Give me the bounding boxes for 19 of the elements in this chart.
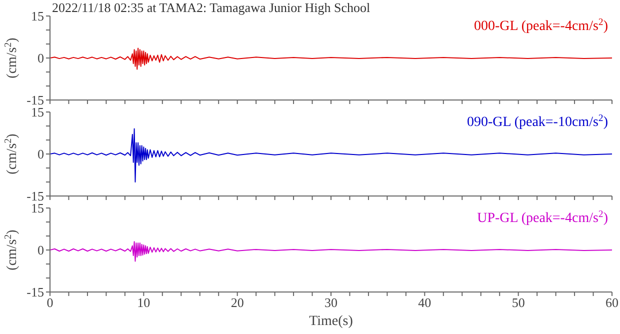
series-label: UP-GL (peak=-4cm/s$^{2}$) xyxy=(477,208,608,226)
y-tick-label: 15 xyxy=(31,8,44,24)
line-series xyxy=(50,128,612,182)
x-axis-title: Time(s) xyxy=(309,314,354,329)
line-series xyxy=(50,241,612,262)
y-tick-label: 0 xyxy=(38,146,44,162)
series-label: 000-GL (peak=-4cm/s$^{2}$) xyxy=(474,16,608,34)
y-tick-label: 0 xyxy=(38,50,44,66)
y-tick-label: -15 xyxy=(26,284,44,300)
x-tick-label: 60 xyxy=(606,295,618,310)
y-tick-label: 0 xyxy=(38,242,44,258)
series-label: 090-GL (peak=-10cm/s$^{2}$) xyxy=(467,112,608,130)
x-tick-label: 20 xyxy=(230,295,244,310)
x-tick-label: 30 xyxy=(324,295,338,310)
x-tick-label: 50 xyxy=(512,295,525,310)
x-tick-label: 10 xyxy=(137,295,150,310)
line-series xyxy=(50,48,612,70)
chart-title: 2022/11/18 02:35 at TAMA2: Tamagawa Junior High School xyxy=(52,0,370,15)
x-tick-label: 40 xyxy=(418,295,432,310)
